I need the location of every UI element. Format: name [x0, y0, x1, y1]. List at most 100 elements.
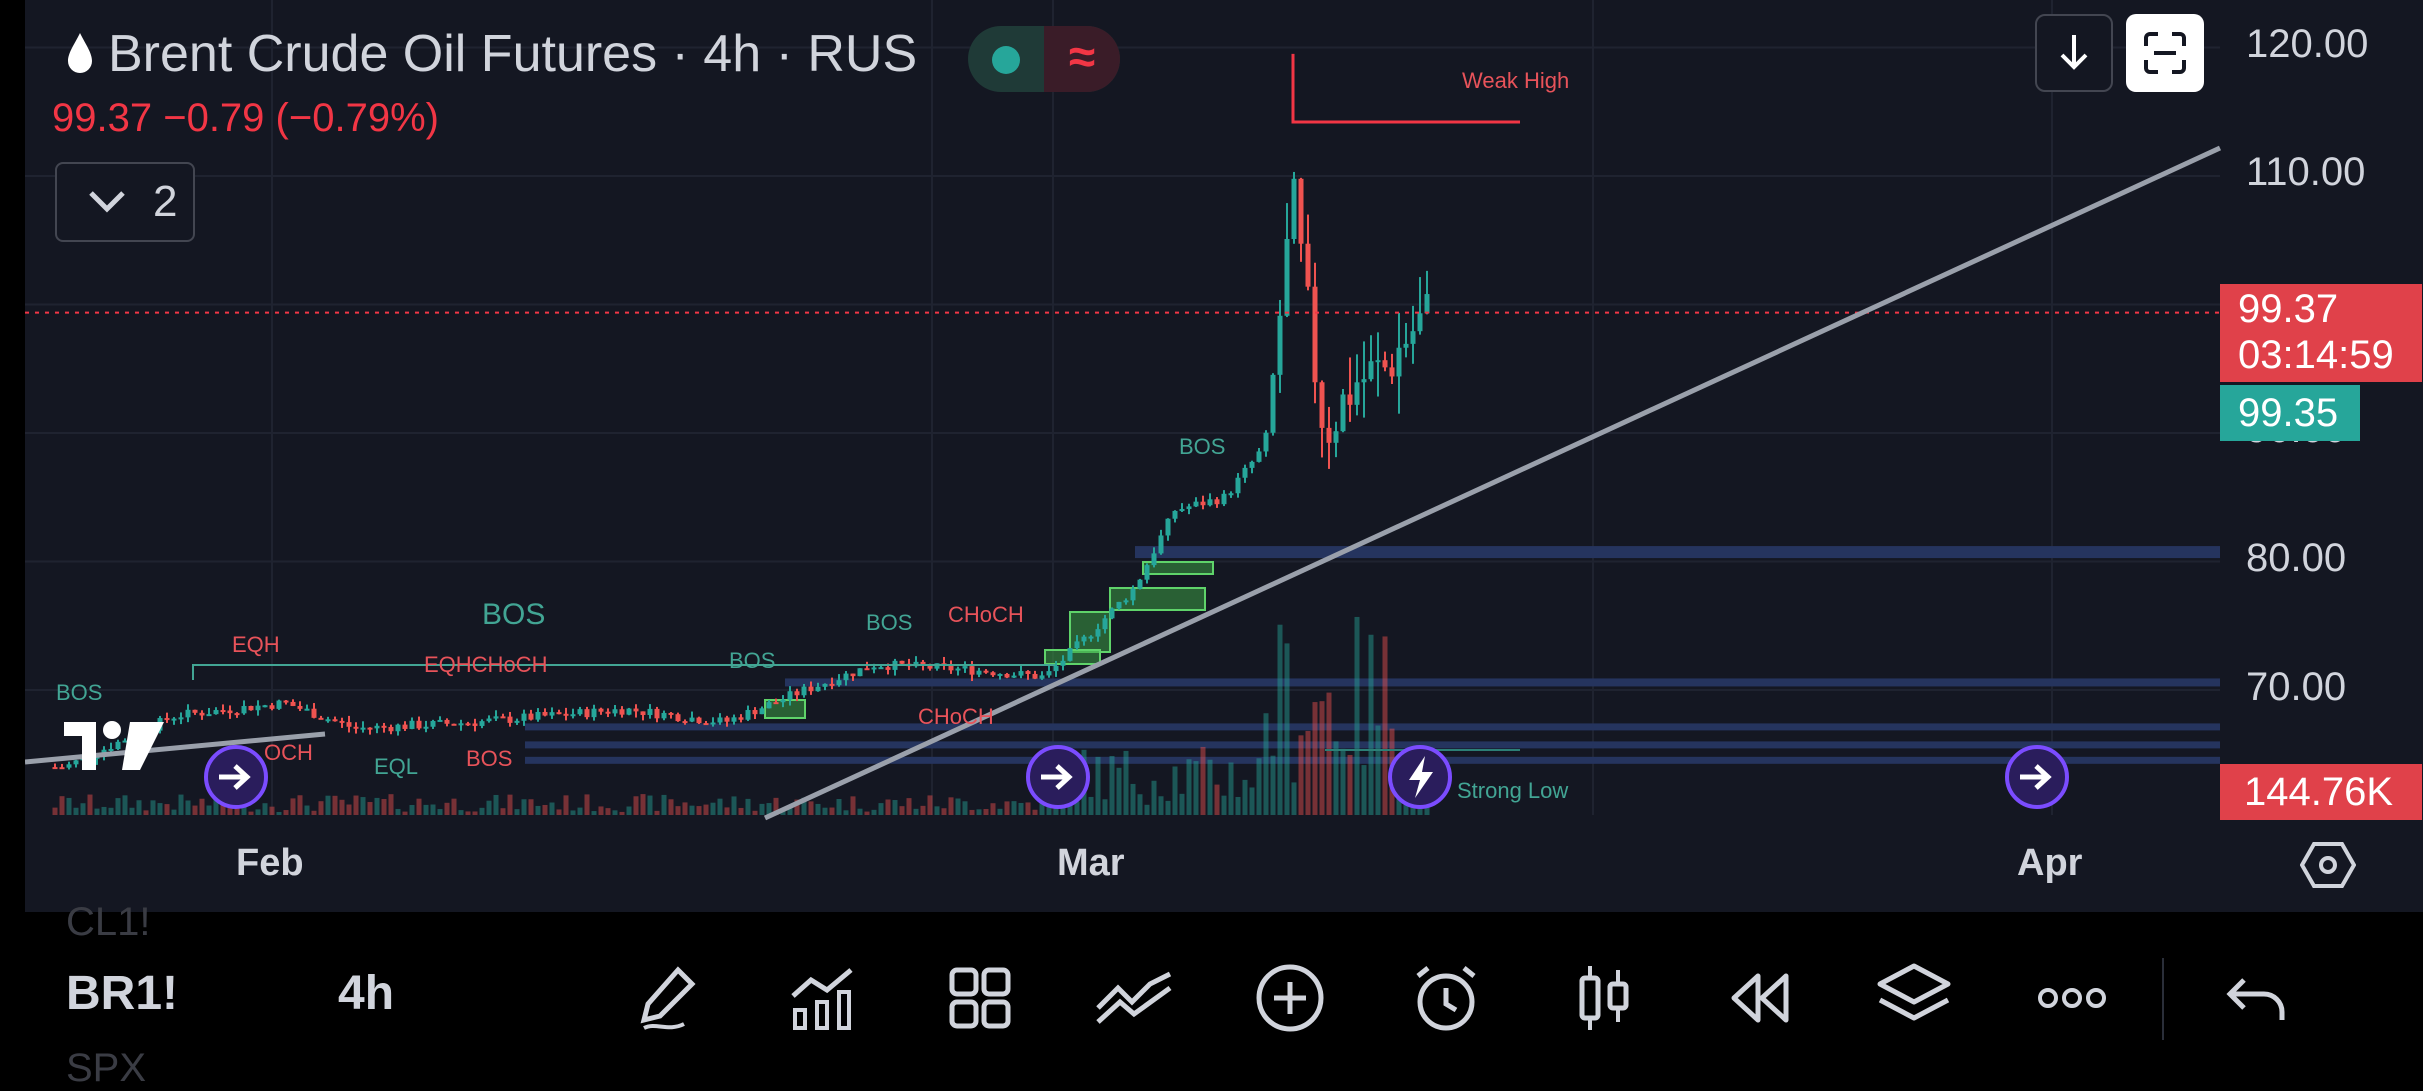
object-tree-button[interactable] — [1874, 962, 1954, 1034]
candle-body — [367, 727, 373, 730]
chart-settings-button[interactable] — [2299, 840, 2357, 895]
volume-bar — [864, 811, 870, 815]
volume-bar — [199, 798, 205, 815]
volume-bar — [1333, 741, 1339, 815]
candle-body — [1340, 394, 1346, 432]
candle-body — [1277, 315, 1283, 375]
eqh-line — [192, 664, 1055, 680]
candle-body — [122, 740, 128, 743]
market-open-dot — [992, 46, 1020, 74]
eql-label: EQL — [374, 754, 419, 779]
candle-body — [269, 705, 275, 709]
volume-bar — [1088, 796, 1094, 815]
undo-button[interactable] — [2216, 962, 2296, 1034]
candle-body — [248, 705, 254, 711]
draw-button[interactable] — [630, 962, 710, 1034]
add-button[interactable] — [1250, 962, 1330, 1034]
candle-body — [458, 723, 464, 726]
volume-bar — [1095, 756, 1101, 815]
volume-bar — [633, 796, 639, 815]
volume-bar — [1067, 800, 1073, 815]
indicators-collapse-button[interactable]: 2 — [55, 162, 195, 242]
candle-body — [1368, 361, 1374, 380]
candle-body — [990, 672, 996, 676]
candle-body — [1074, 641, 1080, 649]
volume-bar — [108, 807, 114, 815]
event-marker[interactable] — [203, 744, 269, 815]
fullscreen-button[interactable] — [2126, 14, 2204, 92]
candle-body — [227, 710, 233, 714]
candle-body — [871, 667, 877, 670]
candle-body — [73, 760, 79, 765]
alerts-button[interactable] — [1406, 962, 1486, 1034]
prev-symbol[interactable]: CL1! — [66, 900, 151, 944]
bos-label: BOS — [729, 648, 776, 673]
volume-bar — [822, 807, 828, 815]
volume-bar — [1256, 758, 1262, 815]
volume-bar — [521, 799, 527, 815]
candle-body — [346, 722, 352, 727]
event-marker[interactable] — [1025, 744, 1091, 815]
event-marker[interactable] — [1387, 744, 1453, 815]
chart-type-button[interactable] — [1564, 962, 1644, 1034]
candle-body — [416, 720, 422, 729]
volume-bar — [773, 797, 779, 815]
price-change-quote: 99.37 −0.79 (−0.79%) — [52, 96, 439, 140]
candle-body — [1116, 601, 1122, 609]
chart-area[interactable] — [25, 0, 2423, 912]
drawings-button[interactable] — [1094, 962, 1174, 1034]
volume-bar — [619, 811, 625, 815]
volume-bar — [164, 804, 170, 815]
next-symbol[interactable]: SPX — [66, 1046, 147, 1090]
drawings-icon — [1096, 971, 1172, 1024]
candle-body — [885, 667, 891, 670]
download-button[interactable] — [2035, 14, 2113, 92]
volume-bar — [1263, 713, 1269, 815]
candle-body — [549, 712, 555, 716]
candle-body — [1039, 675, 1045, 679]
candle-body — [521, 713, 527, 721]
fast-forward-icon — [2005, 745, 2069, 809]
choch-label: CHoCH — [918, 704, 994, 729]
candle-body — [1011, 675, 1017, 678]
symbol-header[interactable]: Brent Crude Oil Futures · 4h · RUS — [60, 22, 917, 86]
volume-bar — [101, 806, 107, 815]
chart-canvas[interactable] — [25, 0, 2423, 912]
pencil-icon — [640, 966, 696, 1030]
candle-body — [479, 721, 485, 726]
candle-body — [724, 717, 730, 722]
candle-body — [304, 708, 310, 711]
candle-body — [1228, 493, 1234, 496]
weak-high-line — [1291, 53, 1520, 124]
volume-bar — [1228, 762, 1234, 815]
volume-bar — [255, 809, 261, 815]
volume-bar — [500, 808, 506, 815]
market-status-pill[interactable]: ≈ — [968, 26, 1120, 92]
candles-icon — [1579, 966, 1629, 1030]
candle-body — [1242, 467, 1248, 478]
volume-bar — [927, 795, 933, 815]
layouts-button[interactable] — [940, 962, 1020, 1034]
volume-bar — [262, 803, 268, 815]
replay-button[interactable] — [1720, 962, 1800, 1034]
event-marker[interactable] — [2004, 744, 2070, 815]
water-drop-icon — [68, 33, 92, 73]
volume-bar — [472, 811, 478, 815]
candle-body — [1396, 347, 1402, 377]
volume-bar — [969, 809, 975, 815]
rewind-icon — [1731, 973, 1789, 1023]
interval-selector[interactable]: 4h — [338, 967, 395, 1020]
volume-bar — [1200, 746, 1206, 815]
volume-bar — [493, 794, 499, 815]
candle-body — [1382, 360, 1388, 368]
candle-body — [878, 667, 884, 670]
candle-body — [276, 700, 282, 709]
volume-bar — [360, 797, 366, 815]
symbol-selector[interactable]: BR1! — [66, 967, 179, 1020]
candle-body — [1291, 178, 1297, 239]
indicators-button[interactable] — [783, 962, 863, 1034]
volume-bar — [1361, 765, 1367, 815]
more-button[interactable] — [2032, 962, 2112, 1034]
bos-label: BOS — [1179, 434, 1226, 459]
bar-countdown: 03:14:59 — [2238, 333, 2394, 377]
